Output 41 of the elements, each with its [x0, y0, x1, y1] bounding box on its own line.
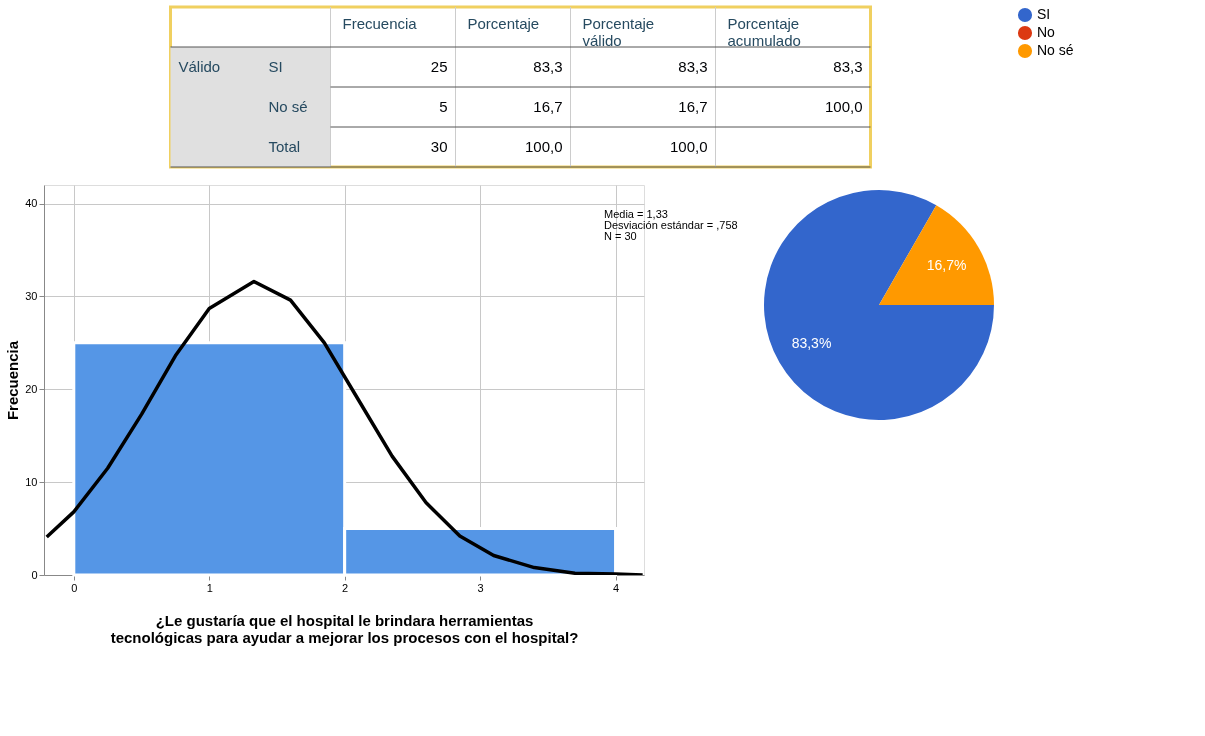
- category-label: Porcentaje: [467, 14, 540, 32]
- y-tick-label: 30: [25, 289, 38, 302]
- text: 100,0: [524, 138, 563, 155]
- y-tick-label: 0: [31, 568, 38, 581]
- annotation: Media = 1,33: [604, 208, 668, 220]
- x-axis-title: ¿Le gustaría que el hospital le brindara herramientas tecnológicas para ayudar a mejorar los procesos con el hospital?: [110, 611, 579, 646]
- text: 5: [439, 98, 448, 115]
- category-label: Total: [268, 138, 301, 155]
- annotation: N = 30: [604, 230, 637, 242]
- legend-label: No sé: [1037, 42, 1074, 58]
- text: 30: [430, 138, 448, 155]
- text: Válido: [178, 58, 221, 75]
- y-tick-label: 10: [25, 475, 38, 488]
- text: 25: [430, 58, 448, 75]
- annotation: Desviación estándar = ,758: [604, 219, 738, 231]
- text: 16,7: [533, 98, 563, 115]
- text: 83,3: [833, 58, 863, 75]
- x-tick-label: 4: [613, 581, 620, 594]
- pie-slice: [879, 205, 994, 305]
- y-axis-title: Frecuencia: [4, 340, 22, 421]
- category-label: Frecuencia: [342, 14, 418, 32]
- category-label: Porcentaje válido: [582, 14, 655, 49]
- y-tick-label: 20: [25, 382, 38, 395]
- x-tick-label: 3: [477, 581, 484, 594]
- text: 100,0: [824, 98, 863, 115]
- x-tick-label: 1: [206, 581, 213, 594]
- text: 100,0: [669, 138, 708, 155]
- legend-label: SI: [1037, 6, 1051, 22]
- pie-slice: [764, 190, 994, 420]
- category-label: No sé: [268, 98, 308, 115]
- legend-label: No: [1037, 24, 1056, 40]
- text: 83,3: [533, 58, 563, 75]
- x-tick-label: 0: [71, 581, 78, 594]
- y-tick-label: 40: [25, 197, 38, 210]
- data-label: 83,3%: [791, 335, 832, 352]
- text: 83,3: [678, 58, 708, 75]
- category-label: SI: [268, 58, 283, 75]
- text: 16,7: [678, 98, 708, 115]
- category-label: Porcentaje acumulado: [727, 14, 801, 49]
- data-label: 16,7%: [926, 256, 967, 273]
- x-tick-label: 2: [342, 581, 349, 594]
